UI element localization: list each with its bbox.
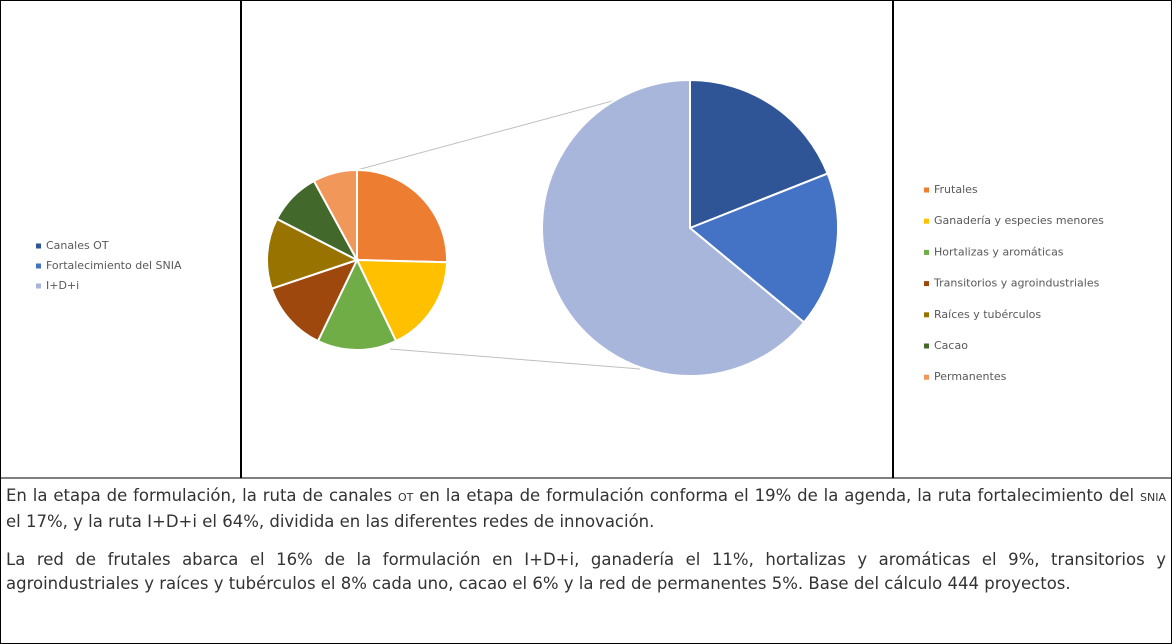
pie-slice: [355, 258, 448, 343]
pie-slice: [270, 258, 359, 343]
legend-swatch: [36, 263, 41, 269]
text: el 17%, y la ruta I+D+i el 64%, dividida…: [6, 512, 655, 531]
connector: [389, 348, 641, 370]
pie-slice: [689, 78, 829, 230]
legend-swatch: [36, 243, 41, 249]
pie-slice: [541, 78, 806, 377]
legend-label: Fortalecimiento del SNIA: [46, 259, 182, 272]
legend-swatch: [924, 187, 929, 193]
legend-label: Raíces y tubérculos: [934, 308, 1041, 321]
legend-swatch: [36, 283, 41, 289]
legend-swatch: [924, 374, 929, 380]
paragraph: La red de frutales abarca el 16% de la f…: [6, 548, 1166, 596]
legend-label: Hortalizas y aromáticas: [934, 245, 1064, 258]
paragraph: En la etapa de formulación, la ruta de c…: [6, 484, 1166, 534]
legend-label: Frutales: [934, 183, 978, 196]
legend-swatch: [924, 249, 929, 255]
legend-swatch: [924, 343, 929, 349]
legend-label: Cacao: [934, 339, 968, 352]
legend-label: I+D+i: [46, 279, 79, 292]
text: La red de frutales abarca el 16% de la f…: [6, 550, 1166, 593]
legend-label: Canales OT: [46, 239, 109, 252]
legend-label: Transitorios y agroindustriales: [933, 277, 1100, 290]
pie-slice: [266, 217, 360, 290]
legend-label: Ganadería y especies menores: [934, 214, 1104, 227]
legend-swatch: [924, 312, 929, 318]
text: En la etapa de formulación, la ruta de c…: [6, 486, 398, 505]
legend-label: Permanentes: [934, 370, 1007, 383]
pie-slice: [312, 168, 358, 261]
legend-swatch: [924, 281, 929, 287]
text-body: En la etapa de formulación, la ruta de c…: [6, 484, 1166, 610]
text: en la etapa de formulación conforma el 1…: [413, 486, 1141, 505]
pie-slice: [356, 168, 448, 264]
legend-swatch: [924, 218, 929, 224]
abbreviation: SNIA: [1140, 491, 1167, 504]
abbreviation: OT: [397, 491, 414, 504]
pie-slice: [316, 257, 398, 351]
pie-slice: [688, 172, 839, 324]
